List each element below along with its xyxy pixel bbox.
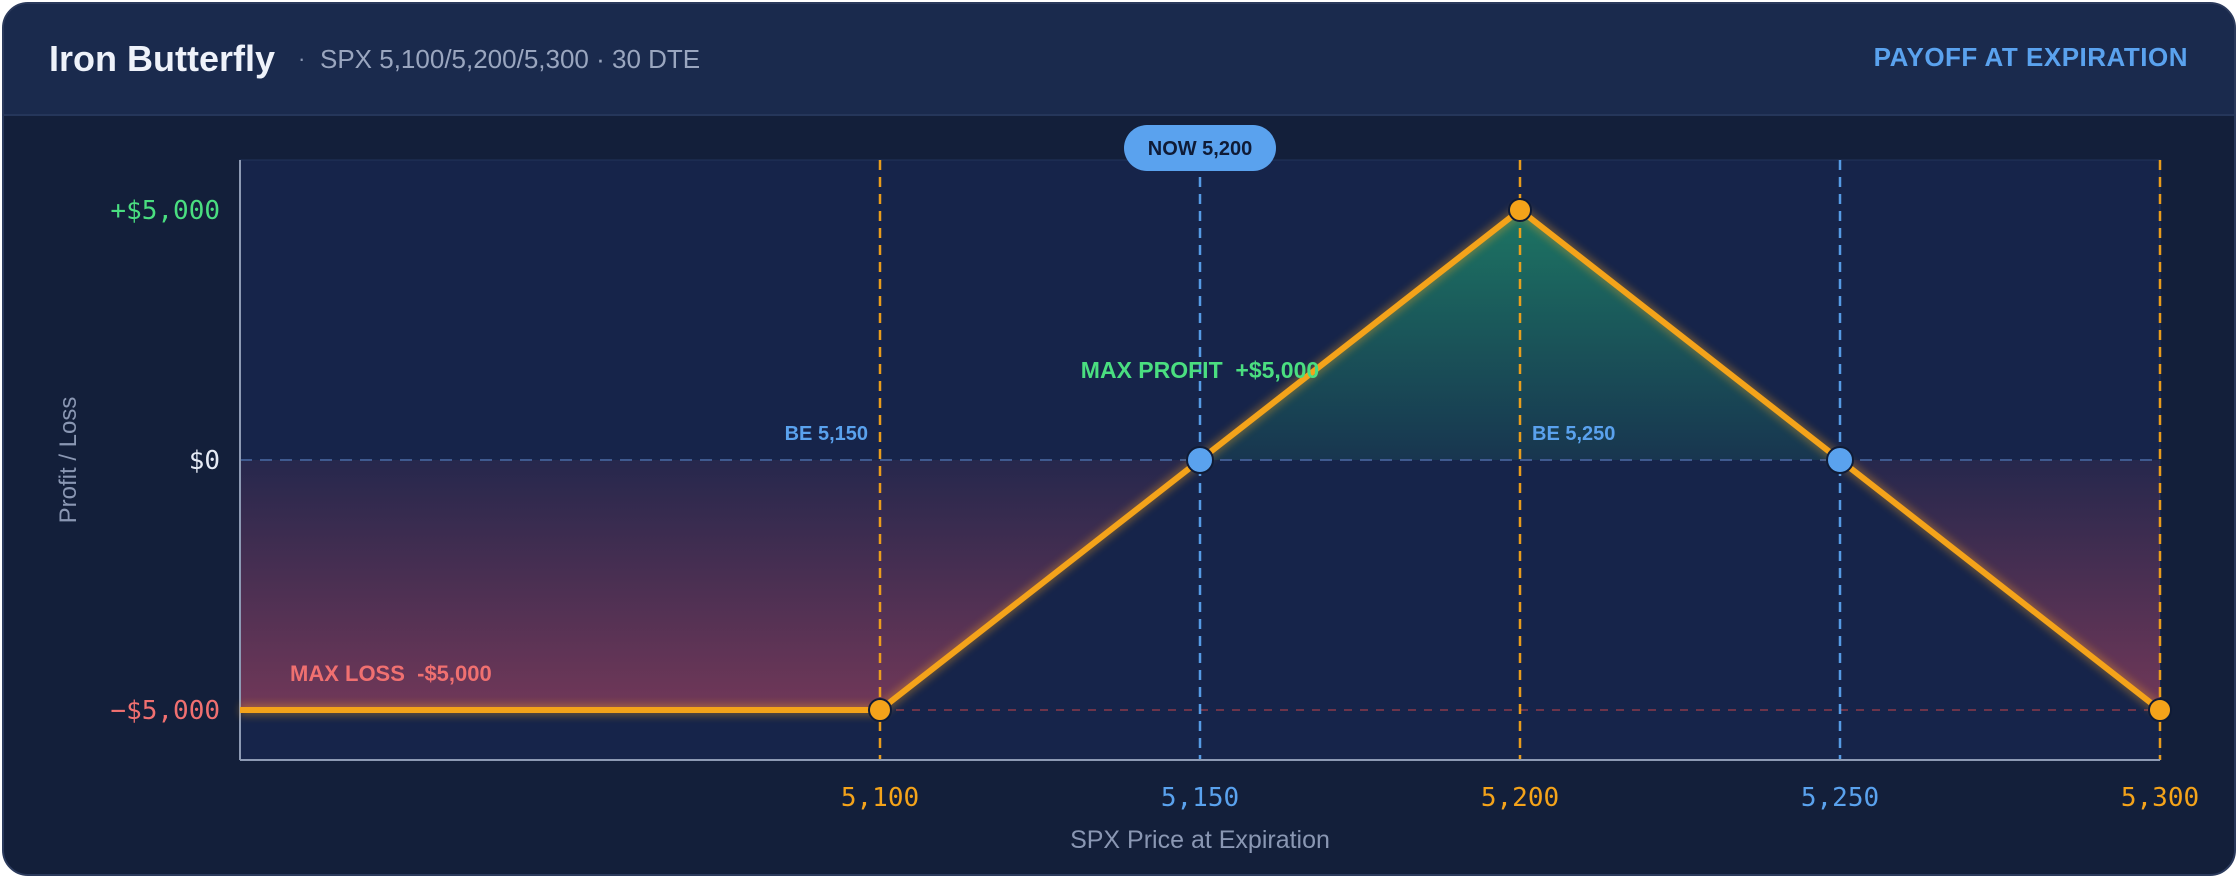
- strike-point: [1508, 198, 1532, 222]
- x-tick-label: 5,300: [2121, 783, 2199, 813]
- y-tick-label: +$5,000: [110, 196, 220, 226]
- now-badge: NOW 5,200: [1124, 125, 1276, 171]
- y-tick-label: −$5,000: [110, 696, 220, 726]
- now-badge-label: NOW 5,200: [1148, 138, 1252, 160]
- x-tick-label: 5,200: [1481, 783, 1559, 813]
- now-badge-pill: [1124, 125, 1276, 171]
- breakeven-point: [1186, 446, 1214, 474]
- y-axis-title: Profit / Loss: [55, 397, 82, 524]
- max-profit-label: MAX PROFIT +$5,000: [1081, 357, 1319, 383]
- x-axis-title: SPX Price at Expiration: [1070, 826, 1330, 854]
- title-separator: ·: [298, 46, 306, 71]
- x-tick-label: 5,150: [1161, 783, 1239, 813]
- chart-header: Iron Butterfly · SPX 5,100/5,200/5,300 ·…: [4, 4, 2234, 116]
- chart-title: Iron Butterfly: [49, 38, 276, 79]
- chart-subtitle: SPX 5,100/5,200/5,300 · 30 DTE: [320, 44, 701, 74]
- y-tick-label: $0: [189, 446, 220, 476]
- strike-point: [2148, 698, 2172, 722]
- strike-point: [868, 698, 892, 722]
- breakeven-point: [1826, 446, 1854, 474]
- x-tick-label: 5,250: [1801, 783, 1879, 813]
- x-tick-label: 5,100: [841, 783, 919, 813]
- be-label-low: BE 5,150: [785, 423, 868, 445]
- payoff-badge: PAYOFF AT EXPIRATION: [1873, 42, 2188, 72]
- payoff-line: [240, 207, 2162, 713]
- max-loss-label: MAX LOSS -$5,000: [290, 661, 492, 686]
- be-label-high: BE 5,250: [1532, 423, 1615, 445]
